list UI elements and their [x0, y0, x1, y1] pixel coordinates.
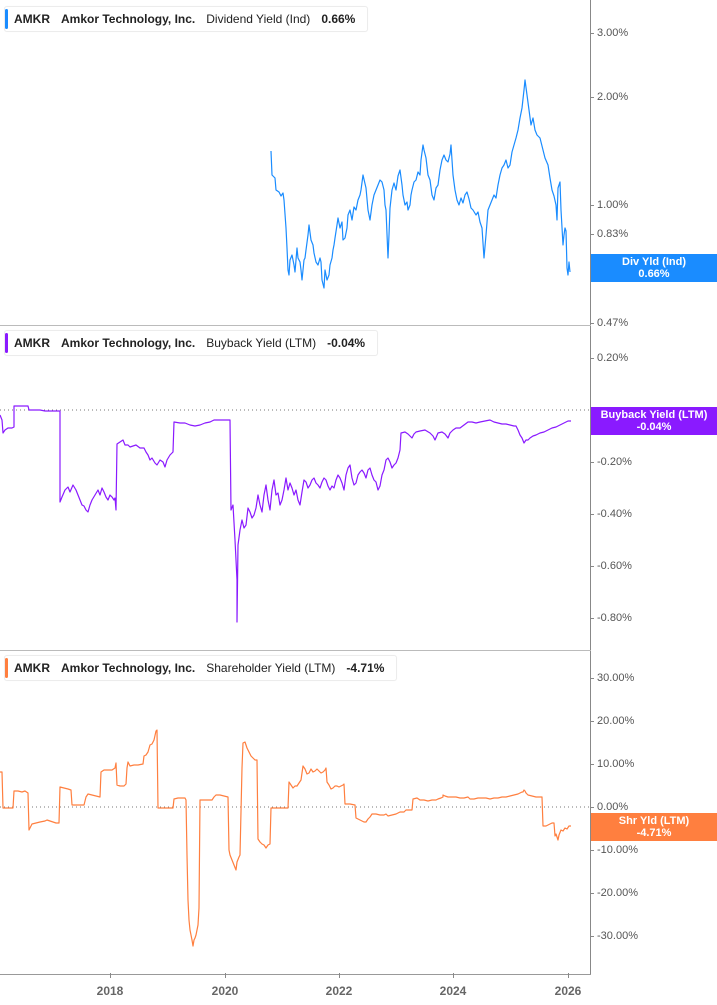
shareholder-yield-panel: AMKR Amkor Technology, Inc. Shareholder … — [0, 651, 717, 975]
legend-metric: Shareholder Yield (LTM) — [206, 661, 336, 675]
y-axis-line — [590, 0, 591, 325]
y-tick-label: 3.00% — [590, 27, 629, 39]
x-tick-mark — [453, 973, 454, 978]
x-tick-label: 2022 — [325, 984, 353, 998]
tag-value: -0.04% — [636, 421, 672, 433]
legend-company: Amkor Technology, Inc. — [61, 336, 196, 350]
y-tick-label: -0.80% — [591, 612, 632, 624]
legend-metric: Dividend Yield (Ind) — [206, 12, 311, 26]
y-tick-label: 0.20% — [590, 352, 629, 364]
tag-label: Shr Yld (LTM) — [618, 815, 690, 827]
y-tick-label: -10.00% — [591, 844, 638, 856]
buyback-yield-line-plot — [0, 405, 591, 623]
legend-ticker: AMKR — [14, 661, 50, 675]
shareholder-yield-line-plot — [0, 729, 591, 947]
y-axis-line — [590, 651, 591, 975]
x-tick-label: 2024 — [439, 984, 467, 998]
current-value-tag: Div Yld (Ind) 0.66% — [591, 254, 717, 282]
tag-value: -4.71% — [636, 827, 672, 839]
dividend-yield-line-plot — [270, 79, 571, 289]
legend-metric: Buyback Yield (LTM) — [206, 336, 317, 350]
legend-value: 0.66% — [321, 12, 356, 26]
y-tick-label: 2.00% — [590, 91, 629, 103]
y-tick-label: 0.47% — [590, 317, 629, 329]
x-tick-mark — [568, 973, 569, 978]
y-tick-label: 10.00% — [590, 758, 635, 770]
y-tick-label: -30.00% — [591, 930, 638, 942]
buyback-yield-panel: AMKR Amkor Technology, Inc. Buyback Yiel… — [0, 326, 717, 650]
y-axis-line — [590, 326, 591, 650]
tag-value: 0.66% — [638, 268, 670, 280]
tag-label: Div Yld (Ind) — [622, 256, 686, 268]
legend-value: -4.71% — [346, 661, 385, 675]
shareholder-yield-legend[interactable]: AMKR Amkor Technology, Inc. Shareholder … — [4, 655, 398, 681]
legend-value: -0.04% — [327, 336, 366, 350]
y-tick-label: 0.00% — [590, 801, 629, 813]
x-axis-line — [0, 974, 591, 975]
y-tick-label: 1.00% — [590, 199, 629, 211]
panel-divider — [0, 325, 591, 326]
x-tick-label: 2026 — [554, 984, 582, 998]
legend-company: Amkor Technology, Inc. — [61, 661, 196, 675]
y-tick-label: 30.00% — [590, 672, 635, 684]
tag-label: Buyback Yield (LTM) — [600, 409, 708, 421]
y-tick-label: -20.00% — [591, 887, 638, 899]
y-tick-label: 20.00% — [590, 715, 635, 727]
x-tick-label: 2020 — [211, 984, 239, 998]
legend-ticker: AMKR — [14, 12, 50, 26]
dividend-yield-legend[interactable]: AMKR Amkor Technology, Inc. Dividend Yie… — [4, 6, 369, 32]
x-tick-label: 2018 — [96, 984, 124, 998]
series-color-bar — [5, 9, 8, 29]
legend-ticker: AMKR — [14, 336, 50, 350]
legend-company: Amkor Technology, Inc. — [61, 12, 196, 26]
x-tick-mark — [339, 973, 340, 978]
current-value-tag: Buyback Yield (LTM) -0.04% — [591, 407, 717, 435]
current-value-tag: Shr Yld (LTM) -4.71% — [591, 813, 717, 841]
y-tick-label: -0.40% — [591, 508, 632, 520]
dividend-yield-panel: AMKR Amkor Technology, Inc. Dividend Yie… — [0, 0, 717, 329]
x-tick-mark — [110, 973, 111, 978]
series-color-bar — [5, 658, 8, 678]
buyback-yield-legend[interactable]: AMKR Amkor Technology, Inc. Buyback Yiel… — [4, 330, 379, 356]
panel-divider — [0, 650, 591, 651]
y-tick-label: 0.83% — [590, 228, 629, 240]
series-color-bar — [5, 333, 8, 353]
y-tick-label: -0.60% — [591, 560, 632, 572]
y-tick-label: -0.20% — [591, 456, 632, 468]
x-tick-mark — [225, 973, 226, 978]
